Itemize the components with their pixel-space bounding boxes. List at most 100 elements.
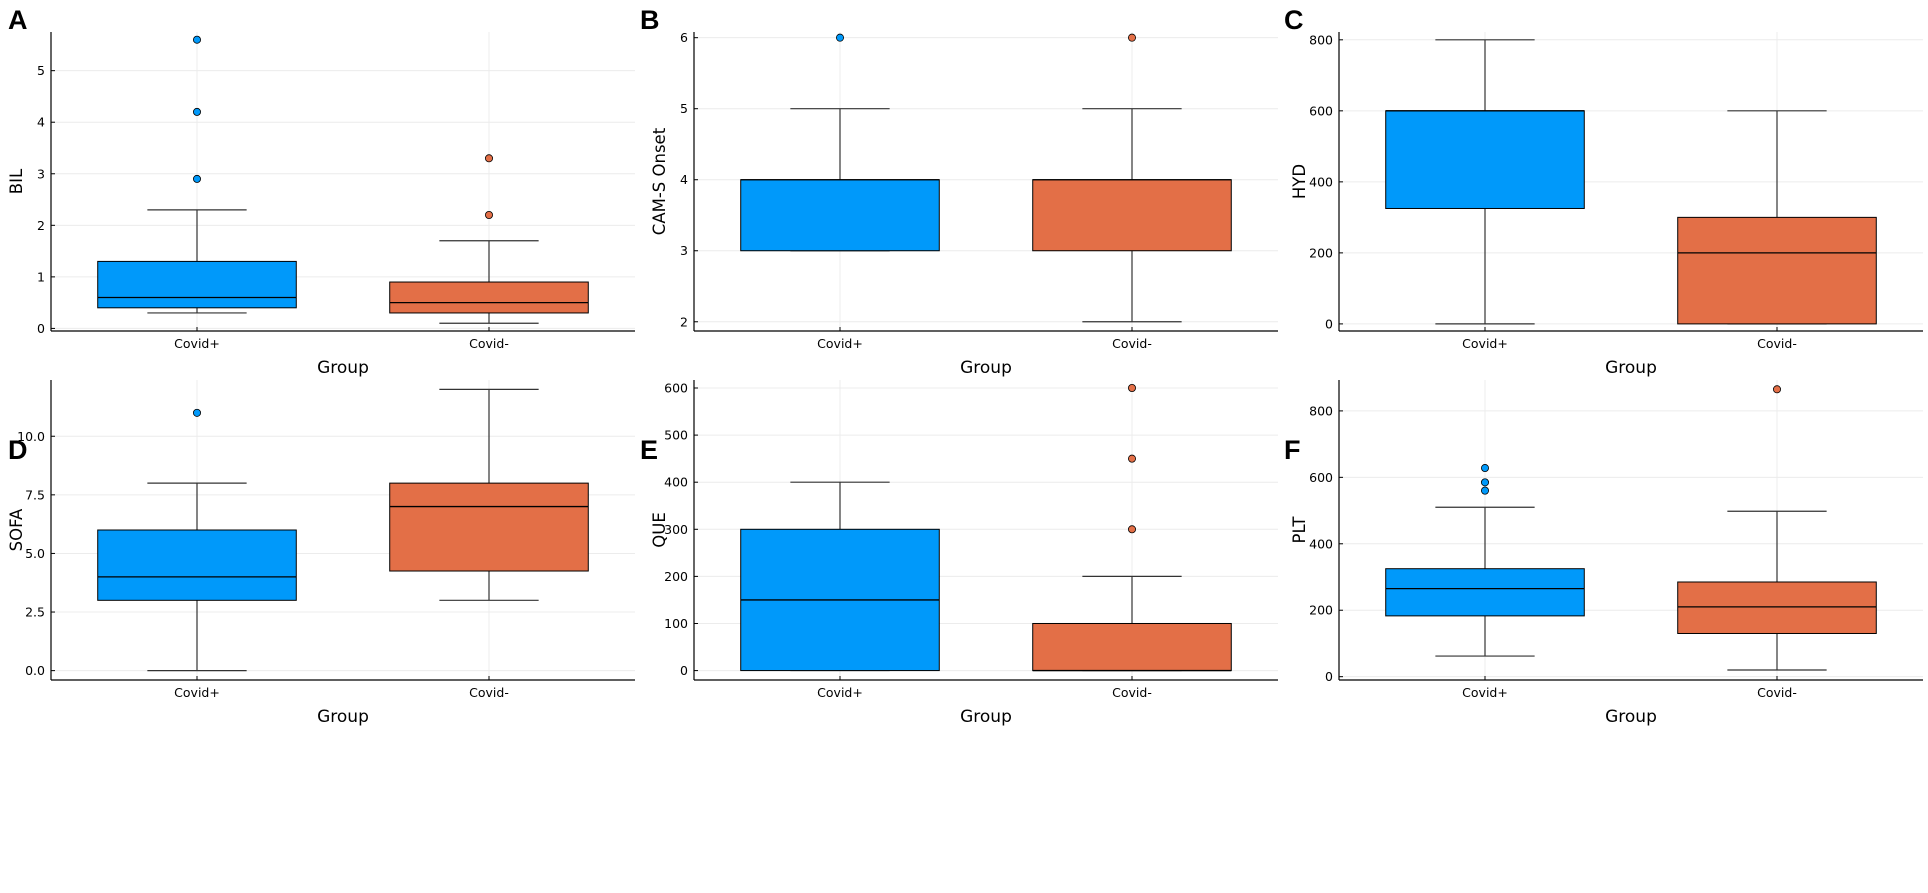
y-tick-label: 200 <box>664 569 688 584</box>
y-axis-title: CAM-S Onset <box>650 127 669 235</box>
y-axis-title: SOFA <box>7 508 26 551</box>
y-tick-label: 5 <box>37 63 45 78</box>
box-body <box>1677 216 1877 325</box>
box-covid-neg <box>1677 110 1877 325</box>
x-axis-title: Group <box>960 358 1012 378</box>
outlier-point <box>1128 33 1137 42</box>
box-body <box>1385 568 1585 617</box>
panel-label-e: E <box>640 435 658 465</box>
box-body <box>1032 179 1232 252</box>
box-body <box>1677 581 1877 634</box>
y-tick-label: 7.5 <box>25 487 45 502</box>
y-tick-label: 600 <box>664 381 688 396</box>
box-body <box>1385 110 1585 209</box>
outlier-point <box>192 35 201 44</box>
box-body <box>389 482 589 572</box>
outlier-point <box>1128 525 1137 534</box>
y-tick-label: 2 <box>680 314 688 329</box>
box-covid-pos <box>97 35 297 314</box>
panel-e: E 0 100 200 300 400 500 600 Covid+ Covid- Group QUE <box>640 380 1278 727</box>
y-tick-label: 800 <box>1309 403 1333 418</box>
y-axis-title: PLT <box>1290 516 1309 544</box>
panel-f: F 0 200 400 600 800 Covid+ Covid- Group PLT <box>1284 380 1923 727</box>
x-tick-label: Covid- <box>1757 685 1797 700</box>
outlier-point <box>484 211 493 220</box>
y-tick-label: 400 <box>664 475 688 490</box>
box-body <box>97 529 297 601</box>
outlier-point <box>836 33 845 42</box>
outlier-point <box>1481 478 1490 487</box>
outlier-point <box>1481 464 1490 473</box>
y-tick-label: 5.0 <box>25 546 45 561</box>
y-tick-label: 2 <box>37 218 45 233</box>
y-axis-title: QUE <box>650 512 669 548</box>
y-tick-label: 3 <box>37 166 45 181</box>
panel-d: D 0.0 2.5 5.0 7.5 10.0 Covid+ Covid- Group SOFA <box>7 380 635 727</box>
y-tick-label: 5 <box>680 101 688 116</box>
y-tick-label: 300 <box>664 522 688 537</box>
y-tick-label: 600 <box>1309 470 1333 485</box>
outlier-point <box>1128 454 1137 463</box>
y-tick-label: 100 <box>664 616 688 631</box>
y-tick-label: 500 <box>664 428 688 443</box>
x-tick-label: Covid+ <box>817 336 863 351</box>
y-tick-label: 1 <box>37 269 45 284</box>
box-body <box>1032 622 1232 672</box>
x-tick-label: Covid+ <box>174 685 220 700</box>
box-covid-neg <box>1032 384 1232 672</box>
panel-label-d: D <box>8 435 28 465</box>
y-axis-title: HYD <box>1290 164 1309 199</box>
y-tick-label: 800 <box>1309 32 1333 47</box>
x-tick-label: Covid- <box>469 336 509 351</box>
box-covid-pos <box>740 33 940 252</box>
panel-c: C 0 200 400 600 800 Covid+ Covid- Group HYD <box>1284 5 1923 378</box>
x-tick-label: Covid+ <box>817 685 863 700</box>
y-tick-label: 0 <box>680 663 688 678</box>
outlier-point <box>484 154 493 163</box>
panel-label-f: F <box>1284 435 1301 465</box>
y-tick-label: 200 <box>1309 245 1333 260</box>
box-covid-neg <box>1032 33 1232 323</box>
box-body <box>740 179 940 252</box>
panel-label-a: A <box>8 5 28 35</box>
x-axis-title: Group <box>1605 707 1657 727</box>
panel-label-b: B <box>640 5 660 35</box>
y-axis-title: BIL <box>7 168 26 194</box>
y-tick-label: 200 <box>1309 603 1333 618</box>
x-axis-title: Group <box>317 358 369 378</box>
y-tick-label: 4 <box>680 172 688 187</box>
outlier-point <box>1773 385 1782 394</box>
box-covid-pos <box>1385 39 1585 325</box>
y-tick-label: 0 <box>1325 669 1333 684</box>
outlier-point <box>1481 486 1490 495</box>
x-axis-title: Group <box>1605 358 1657 378</box>
y-tick-label: 0.0 <box>25 663 45 678</box>
y-tick-label: 6 <box>680 30 688 45</box>
x-tick-label: Covid+ <box>174 336 220 351</box>
x-tick-label: Covid- <box>1112 336 1152 351</box>
y-tick-label: 400 <box>1309 536 1333 551</box>
y-tick-label: 3 <box>680 243 688 258</box>
y-tick-label: 2.5 <box>25 605 45 620</box>
x-tick-label: Covid- <box>469 685 509 700</box>
outlier-point <box>1128 384 1137 393</box>
box-covid-neg <box>389 154 589 324</box>
outlier-point <box>192 408 201 417</box>
box-covid-pos <box>97 408 297 672</box>
y-tick-label: 600 <box>1309 103 1333 118</box>
panel-a: A 0 1 2 3 4 5 Covid+ Covid- Group BIL <box>7 5 635 378</box>
x-tick-label: Covid+ <box>1462 685 1508 700</box>
box-covid-neg <box>389 388 589 601</box>
panel-b: B 2 3 4 5 6 Covid+ Covid- Group CAM-S Onset <box>640 5 1278 378</box>
x-axis-title: Group <box>960 707 1012 727</box>
box-covid-neg <box>1677 385 1877 671</box>
x-tick-label: Covid- <box>1112 685 1152 700</box>
x-tick-label: Covid+ <box>1462 336 1508 351</box>
y-tick-label: 0 <box>37 321 45 336</box>
y-tick-label: 0 <box>1325 316 1333 331</box>
box-body <box>389 281 589 314</box>
y-tick-label: 10.0 <box>17 429 45 444</box>
panel-label-c: C <box>1284 5 1304 35</box>
